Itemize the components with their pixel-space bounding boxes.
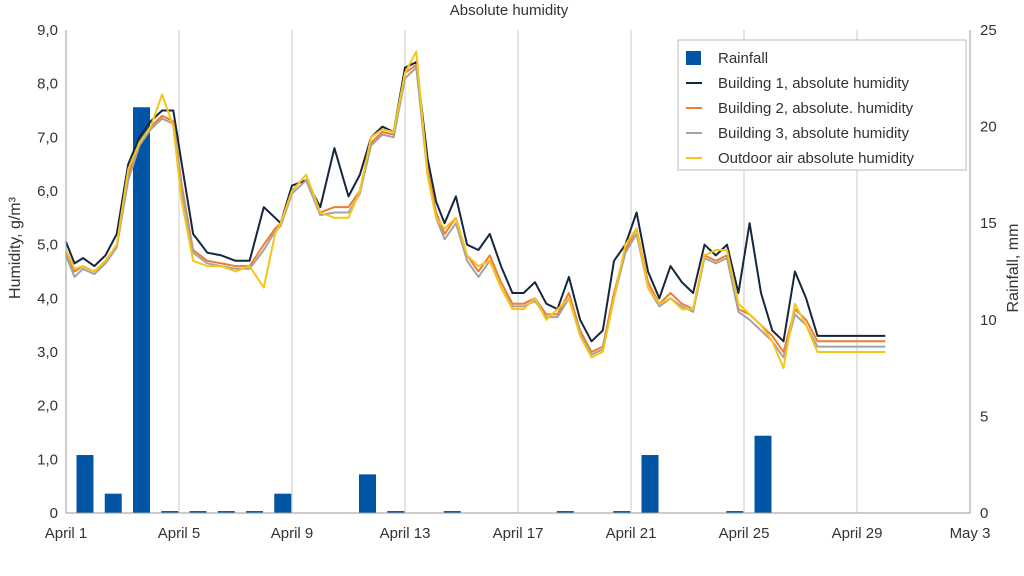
y-tick-label-right: 25 bbox=[980, 22, 997, 39]
x-tick-label: April 9 bbox=[271, 525, 314, 542]
rainfall-bar bbox=[161, 511, 179, 513]
rainfall-bar bbox=[754, 435, 772, 513]
y-tick-label-right: 10 bbox=[980, 312, 997, 329]
y-tick-label-left: 8,0 bbox=[37, 76, 58, 93]
x-tick-label: April 21 bbox=[606, 525, 657, 542]
rainfall-bar bbox=[104, 493, 122, 513]
x-tick-label: April 17 bbox=[493, 525, 544, 542]
y-tick-label-left: 4,0 bbox=[37, 290, 58, 307]
rainfall-bar bbox=[133, 107, 150, 513]
y-tick-label-right: 5 bbox=[980, 408, 988, 425]
y-axis-left-title: Humidity, g/m³ bbox=[7, 196, 24, 299]
rainfall-bar bbox=[556, 511, 574, 513]
rainfall-bar bbox=[443, 511, 461, 513]
x-tick-label: May 3 bbox=[950, 525, 991, 542]
legend-label: Building 3, absolute humidity bbox=[718, 125, 909, 142]
y-tick-label-left: 3,0 bbox=[37, 344, 58, 361]
rainfall-bar bbox=[387, 511, 405, 513]
rainfall-bar bbox=[641, 455, 659, 513]
rainfall-bar bbox=[613, 511, 631, 513]
series-line bbox=[65, 61, 886, 343]
humidity-lines bbox=[65, 50, 886, 370]
rainfall-bar bbox=[359, 474, 376, 513]
rainfall-bar bbox=[217, 511, 235, 513]
legend-label: Building 2, absolute. humidity bbox=[718, 100, 914, 117]
y-tick-label-left: 9,0 bbox=[37, 22, 58, 39]
y-tick-label-left: 0 bbox=[50, 505, 58, 522]
y-tick-label-left: 1,0 bbox=[37, 451, 58, 468]
x-tick-label: April 13 bbox=[380, 525, 431, 542]
legend-swatch bbox=[686, 51, 701, 65]
legend-box bbox=[677, 39, 967, 171]
legend-label: Outdoor air absolute humidity bbox=[718, 150, 914, 167]
y-tick-label-left: 5,0 bbox=[37, 237, 58, 254]
rainfall-bar bbox=[189, 511, 207, 513]
axes: April 1 April 5 April 9 April 13 April 17 Apr… bbox=[37, 22, 997, 542]
series-line bbox=[65, 66, 886, 359]
chart-title: Absolute humidity bbox=[450, 2, 569, 19]
y-tick-label-left: 2,0 bbox=[37, 398, 58, 415]
x-tick-label: April 25 bbox=[719, 525, 770, 542]
x-tick-label: April 5 bbox=[158, 525, 201, 542]
x-tick-label: April 1 bbox=[45, 525, 88, 542]
y-tick-label-left: 7,0 bbox=[37, 129, 58, 146]
rainfall-bars bbox=[76, 107, 772, 513]
y-axis-right-title: Rainfall, mm bbox=[1005, 224, 1022, 313]
y-tick-label-left: 6,0 bbox=[37, 183, 58, 200]
rainfall-bar bbox=[246, 511, 263, 513]
legend-label: Building 1, absolute humidity bbox=[718, 75, 909, 92]
y-tick-label-right: 0 bbox=[980, 505, 988, 522]
legend: Rainfall Building 1, absolute humidity Bui… bbox=[677, 39, 967, 171]
rainfall-bar bbox=[76, 455, 94, 513]
y-tick-label-right: 20 bbox=[980, 119, 997, 136]
legend-label: Rainfall bbox=[718, 50, 768, 67]
series-line bbox=[65, 50, 886, 370]
x-tick-label: April 29 bbox=[832, 525, 883, 542]
y-tick-label-right: 15 bbox=[980, 215, 997, 232]
rainfall-bar bbox=[726, 511, 744, 513]
rainfall-bar bbox=[274, 493, 292, 513]
